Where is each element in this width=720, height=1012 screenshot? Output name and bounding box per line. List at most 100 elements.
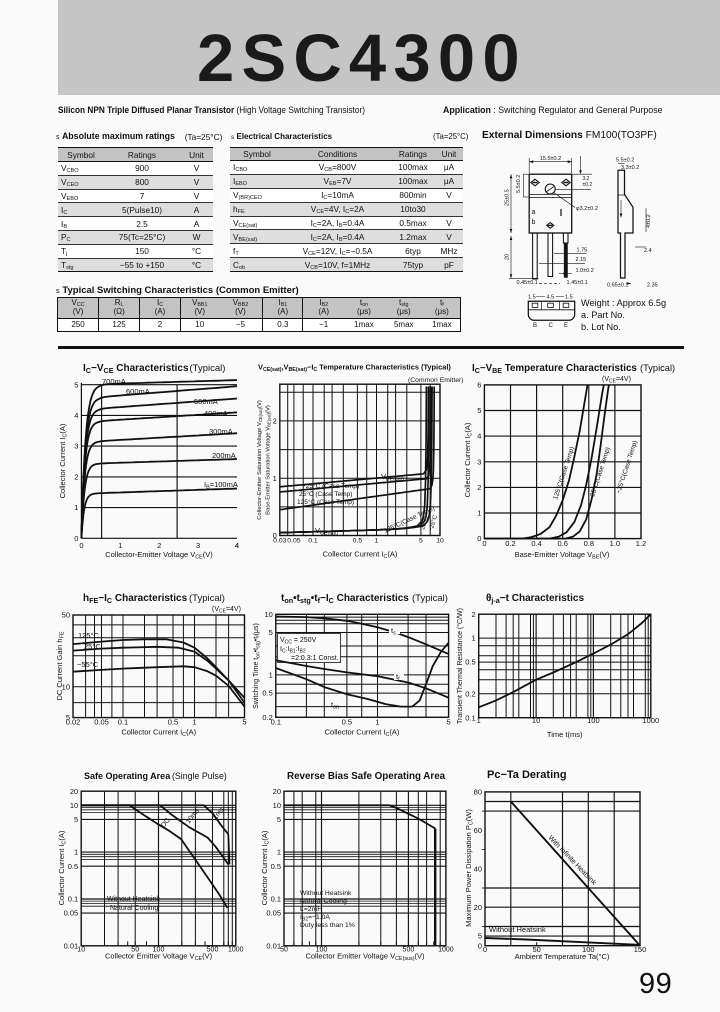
svg-text:IB​=100mA: IB​=100mA [204, 480, 238, 490]
svg-text:hFE​−IC​ Characteristics: hFE​−IC​ Characteristics [83, 593, 188, 605]
svg-text:1.5: 1.5 [565, 295, 573, 301]
svg-text:±0.2: ±0.2 [583, 182, 593, 188]
svg-text:(Typical): (Typical) [189, 593, 225, 604]
svg-text:25°C: 25°C [84, 642, 101, 651]
svg-text:25°C: 25°C [420, 515, 430, 530]
svg-text:5: 5 [477, 406, 481, 415]
svg-text:Transient Thermal Resistance (: Transient Thermal Resistance (°C/W) [456, 608, 464, 724]
svg-text:400mA: 400mA [204, 409, 228, 418]
svg-text:0: 0 [478, 941, 482, 950]
svg-text:b: b [532, 219, 536, 226]
svg-text:Safe Operating Area: Safe Operating Area [84, 771, 171, 781]
svg-text:2: 2 [74, 473, 78, 482]
svg-text:10: 10 [62, 682, 70, 691]
svg-text:4: 4 [235, 541, 239, 550]
svg-text:1: 1 [269, 671, 273, 680]
svg-text:a: a [532, 209, 536, 216]
svg-text:−25°C(Case Temp): −25°C(Case Temp) [614, 439, 639, 494]
svg-text:1.0: 1.0 [610, 539, 620, 548]
svg-text:2.4: 2.4 [644, 248, 652, 254]
svg-text:3: 3 [477, 457, 481, 466]
svg-text:2.35: 2.35 [647, 283, 658, 289]
svg-text:500: 500 [207, 947, 219, 954]
svg-text:0.02: 0.02 [66, 718, 81, 727]
svg-text:10: 10 [77, 947, 85, 954]
svg-text:Reverse Bias Safe Operating Ar: Reverse Bias Safe Operating Area [287, 771, 446, 782]
svg-text:100: 100 [153, 947, 165, 954]
svg-text:1: 1 [472, 634, 476, 643]
svg-text:0.1: 0.1 [68, 895, 78, 904]
svg-text:5: 5 [447, 717, 451, 726]
svg-text:0.45±0.1: 0.45±0.1 [517, 280, 538, 286]
svg-text:100: 100 [587, 716, 600, 725]
svg-text:300mA: 300mA [209, 427, 233, 436]
svg-text:20: 20 [70, 787, 78, 796]
svg-text:Maximum Power Dissipation PC​(: Maximum Power Dissipation PC​(W) [464, 809, 474, 927]
svg-text:DC Current Gain hFE​: DC Current Gain hFE​ [55, 631, 65, 700]
svg-text:0: 0 [477, 534, 481, 543]
svg-text:IC​−VCE​ Characteristics: IC​−VCE​ Characteristics [83, 363, 189, 375]
svg-text:3.2: 3.2 [583, 176, 590, 182]
svg-text:0.01: 0.01 [64, 941, 79, 950]
svg-text:−25°C: −25°C [428, 514, 439, 533]
svg-text:Collector Current IC​(A): Collector Current IC​(A) [463, 422, 473, 497]
svg-text:1.0±0.2: 1.0±0.2 [576, 268, 594, 274]
svg-text:0.05: 0.05 [287, 538, 300, 545]
svg-text:20: 20 [273, 787, 281, 796]
svg-text:5: 5 [74, 815, 78, 824]
svg-text:VCC​ = 250V: VCC​ = 250V [280, 637, 317, 645]
svg-text:500mA: 500mA [194, 397, 218, 406]
svg-text:Collector Current IC​(A): Collector Current IC​(A) [325, 728, 400, 738]
svg-text:ton​: ton​ [331, 700, 339, 710]
svg-text:3: 3 [74, 442, 78, 451]
svg-text:1: 1 [74, 503, 78, 512]
svg-text:0.4: 0.4 [531, 539, 541, 548]
svg-text:5: 5 [74, 380, 78, 389]
svg-text:50: 50 [533, 945, 541, 954]
svg-text:0: 0 [79, 541, 83, 550]
svg-text:0.8: 0.8 [584, 539, 594, 548]
svg-text:0.05: 0.05 [64, 909, 79, 918]
svg-text:Without Heatsink: Without Heatsink [489, 925, 546, 934]
svg-text:1: 1 [477, 716, 481, 725]
svg-text:0.5: 0.5 [353, 538, 363, 545]
svg-text:700mA: 700mA [102, 377, 126, 386]
svg-text:−25°C (Case Temp): −25°C (Case Temp) [302, 482, 359, 490]
svg-text:150: 150 [634, 945, 647, 954]
svg-text:50: 50 [280, 947, 288, 954]
svg-text:−55°C: −55°C [77, 660, 99, 669]
svg-text:(Typical): (Typical) [190, 363, 226, 374]
svg-text:200mA: 200mA [212, 451, 236, 460]
svg-text:0.03: 0.03 [273, 538, 286, 545]
svg-text:50: 50 [62, 611, 70, 620]
svg-text:4: 4 [477, 432, 481, 441]
svg-text:VCE(sat)​: VCE(sat)​ [315, 526, 338, 536]
svg-text:0: 0 [483, 945, 487, 954]
svg-text:0.5: 0.5 [342, 717, 352, 726]
svg-text:Collector Current IC​(A): Collector Current IC​(A) [58, 423, 68, 498]
svg-text:40: 40 [474, 864, 482, 873]
svg-text:L=2mH: L=2mH [300, 906, 322, 913]
svg-text:0.2: 0.2 [505, 539, 515, 548]
svg-text:50: 50 [131, 947, 139, 954]
svg-text:0.2: 0.2 [262, 713, 272, 722]
svg-text:5: 5 [242, 718, 246, 727]
svg-text:0.1: 0.1 [308, 538, 318, 545]
svg-text:Collector Current IC​(A): Collector Current IC​(A) [57, 830, 67, 905]
svg-text:2: 2 [472, 610, 476, 619]
svg-text:Duty less than 1%: Duty less than 1% [300, 922, 355, 929]
svg-text:5: 5 [66, 713, 70, 722]
svg-text:(VCE​=4V): (VCE​=4V) [602, 376, 631, 384]
svg-text:B: B [533, 323, 537, 329]
svg-text:Time t(ms): Time t(ms) [547, 730, 583, 739]
svg-text:80: 80 [474, 788, 482, 797]
svg-text:10: 10 [436, 538, 444, 545]
svg-text:600mA: 600mA [126, 387, 150, 396]
svg-text:0.5: 0.5 [465, 658, 475, 667]
svg-text:φ3.2±0.2: φ3.2±0.2 [576, 206, 598, 212]
svg-text:100: 100 [316, 947, 328, 954]
svg-text:125°C(Case Temp): 125°C(Case Temp) [551, 446, 576, 501]
svg-text:0: 0 [273, 531, 277, 540]
svg-text:3: 3 [196, 541, 200, 550]
svg-text:0.1: 0.1 [271, 895, 281, 904]
